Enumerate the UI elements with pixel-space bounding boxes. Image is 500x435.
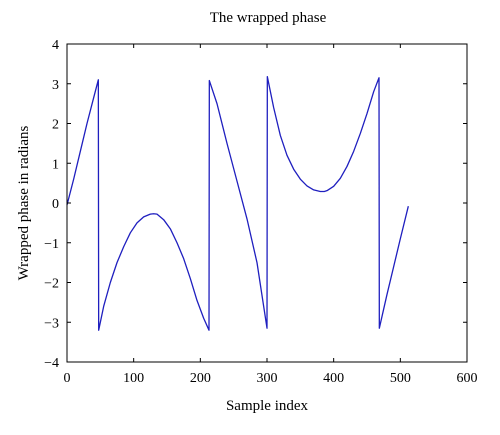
x-tick-label: 200 <box>190 371 211 386</box>
y-tick-label: −4 <box>44 356 59 371</box>
x-tick-label: 100 <box>123 371 144 386</box>
series-line-0 <box>66 75 409 331</box>
x-tick-label: 0 <box>64 371 71 386</box>
y-tick-label: 4 <box>52 38 59 53</box>
y-tick-label: 2 <box>52 118 59 133</box>
x-tick-label: 300 <box>257 371 278 386</box>
chart-title: The wrapped phase <box>210 10 327 26</box>
x-tick-label: 400 <box>323 371 344 386</box>
y-tick-label: 1 <box>52 157 59 172</box>
y-axis-title: Wrapped phase in radians <box>16 125 32 280</box>
y-tick-label: 3 <box>52 78 59 93</box>
y-tick-label: −3 <box>44 316 59 331</box>
y-axis: −4 −3 −2 −1 0 1 2 3 4 <box>44 38 467 371</box>
x-tick-label: 500 <box>390 371 411 386</box>
x-tick-label: 600 <box>457 371 478 386</box>
plot-area <box>66 75 409 331</box>
y-tick-label: −1 <box>44 237 59 252</box>
x-axis: 0 100 200 300 400 500 600 <box>64 44 478 386</box>
y-tick-label: −2 <box>44 277 59 292</box>
x-axis-title: Sample index <box>226 398 309 414</box>
y-tick-label: 0 <box>52 197 59 212</box>
